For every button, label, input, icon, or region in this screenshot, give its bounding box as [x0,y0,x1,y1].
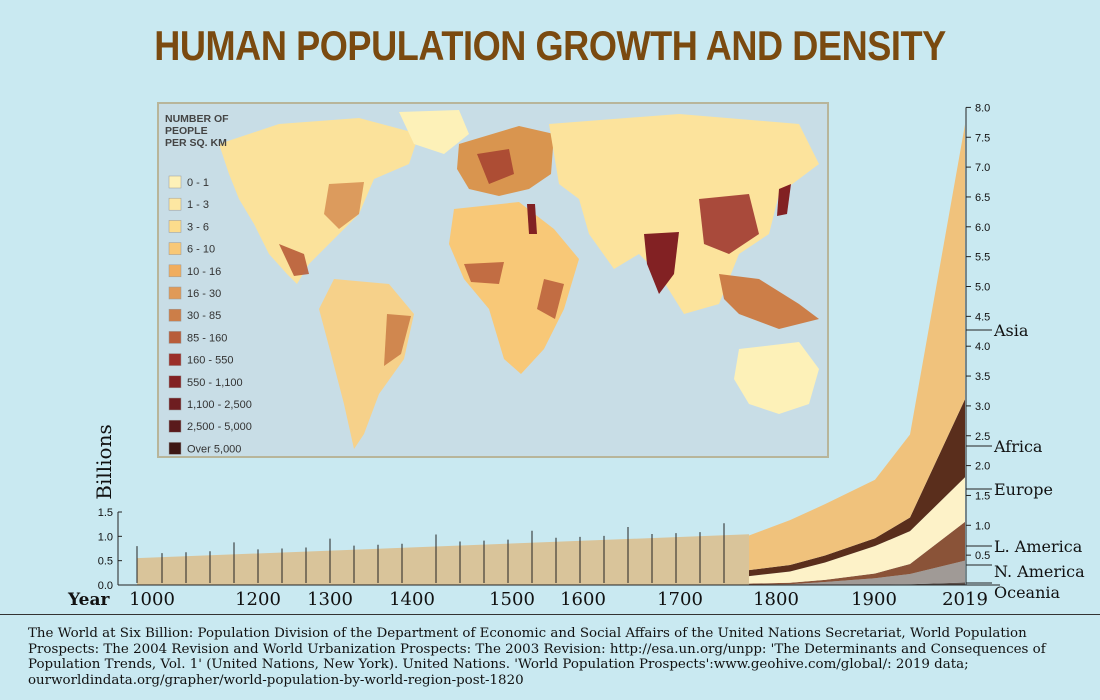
legend-swatch [168,175,182,189]
page-title: HUMAN POPULATION GROWTH AND DENSITY [154,22,946,69]
region-label: L. America [994,537,1083,556]
india-density [644,232,679,294]
region-label: Africa [993,437,1043,456]
left-axis-tick-label: 1.0 [98,531,113,543]
legend-title-line: PER SQ. KM [165,137,227,149]
legend-swatch [168,353,182,366]
right-axis-tick-label: 3.0 [975,401,990,413]
left-axis-tick-label: 0.5 [98,556,113,568]
right-axis-tick-label: 8.0 [975,102,990,114]
japan-shape [777,184,791,216]
legend-label: 16 - 30 [187,288,221,300]
chart-areas [136,124,965,585]
legend-label: 6 - 10 [187,244,215,256]
x-tick-label: 1700 [657,589,703,610]
left-axis-tick-label: 1.5 [98,507,113,519]
x-tick-label: 1800 [753,589,799,610]
australia-shape [734,342,819,414]
area-europe [749,477,965,584]
brazil-coast-density [384,314,411,366]
region-label: Europe [994,480,1053,499]
x-tick-label: 1500 [489,589,535,610]
region-label: Asia [993,321,1029,340]
legend-label: 3 - 6 [187,221,209,233]
legend-label: 160 - 550 [187,355,233,367]
legend-swatch [168,286,182,300]
legend-label: 1,100 - 2,500 [187,399,252,411]
legend-swatch [168,397,182,411]
legend-label: 85 - 160 [187,332,227,344]
x-tick-label: 1400 [389,589,435,610]
x-tick-label: 2019 [942,589,988,610]
y-axis-label: Billions [92,424,116,500]
legend-swatch [168,197,182,211]
x-tick-label: 1300 [307,589,353,610]
southeast-asia-shape [719,274,819,329]
right-axis-tick-label: 4.5 [975,311,990,323]
source-citation: The World at Six Billion: Population Div… [28,626,1046,688]
legend-swatch [168,264,182,278]
right-axis-tick-label: 2.0 [975,461,990,473]
right-axis-tick-label: 0.5 [975,550,990,562]
x-tick-label: 1000 [129,589,175,610]
right-axis-tick-label: 7.0 [975,162,990,174]
legend-swatch [168,331,182,344]
legend-label: 0 - 1 [187,177,209,189]
right-axis-tick-label: 7.5 [975,132,990,144]
right-axis-tick-label: 6.0 [975,222,990,234]
x-tick-label: 1600 [560,589,606,610]
footer-divider [0,614,1100,615]
area-n-america [749,560,965,585]
mexico-density [279,244,309,276]
population-density-map: NUMBER OF PEOPLE PER SQ. KM 0 - 1 1 - 3 3 - 6… [157,102,829,458]
africa-shape [449,202,579,374]
right-axis-tick-label: 6.5 [975,192,990,204]
us-east-density [324,182,364,229]
legend-label: 10 - 16 [187,266,221,278]
right-axis-tick-label: 1.0 [975,520,990,532]
legend-title-line: PEOPLE [165,125,208,137]
region-label: N. America [994,562,1085,581]
legend-swatch [168,375,182,389]
north-america-shape [219,118,419,284]
left-axis-tick-label: 0.0 [98,580,113,592]
right-axis-tick-label: 4.0 [975,341,990,353]
legend-title-line: NUMBER OF [165,113,229,125]
area-l-america [749,521,965,585]
east-africa-density [537,279,564,319]
asia-shape [549,114,819,314]
region-label: Oceania [994,583,1061,602]
right-axis-tick-label: 1.5 [975,490,990,502]
right-axis-tick-label: 2.5 [975,431,990,443]
west-africa-density [464,262,504,284]
europe-core-density [477,149,514,184]
right-axis-tick-label: 3.5 [975,371,990,383]
legend-label: Over 5,000 [187,443,241,455]
x-axis-label: Year [67,590,110,610]
legend-swatch [168,308,182,322]
legend-swatch [168,242,182,255]
legend-label: 1 - 3 [187,199,209,211]
legend-swatch [168,419,182,433]
x-tick-label: 1900 [851,589,897,610]
chart-axes: 0.0 0.5 1.0 1.5 0.5 1.0 1.5 2.0 2.5 3.0 3.5 4.0 4.5 5… [67,102,1085,610]
legend-swatch [168,220,182,233]
china-density [699,194,759,254]
legend-label: 550 - 1,100 [187,377,243,389]
early-period-area [137,534,749,585]
right-axis-tick-label: 5.0 [975,282,990,294]
right-axis-tick-label: 5.5 [975,252,990,264]
legend-label: 2,500 - 5,000 [187,421,252,433]
nile-density [527,204,537,234]
greenland-shape [399,110,469,154]
legend-label: 30 - 85 [187,310,221,322]
area-asia [749,124,965,571]
x-tick-label: 1200 [235,589,281,610]
legend-swatch [168,442,182,455]
area-oceania [749,582,965,585]
